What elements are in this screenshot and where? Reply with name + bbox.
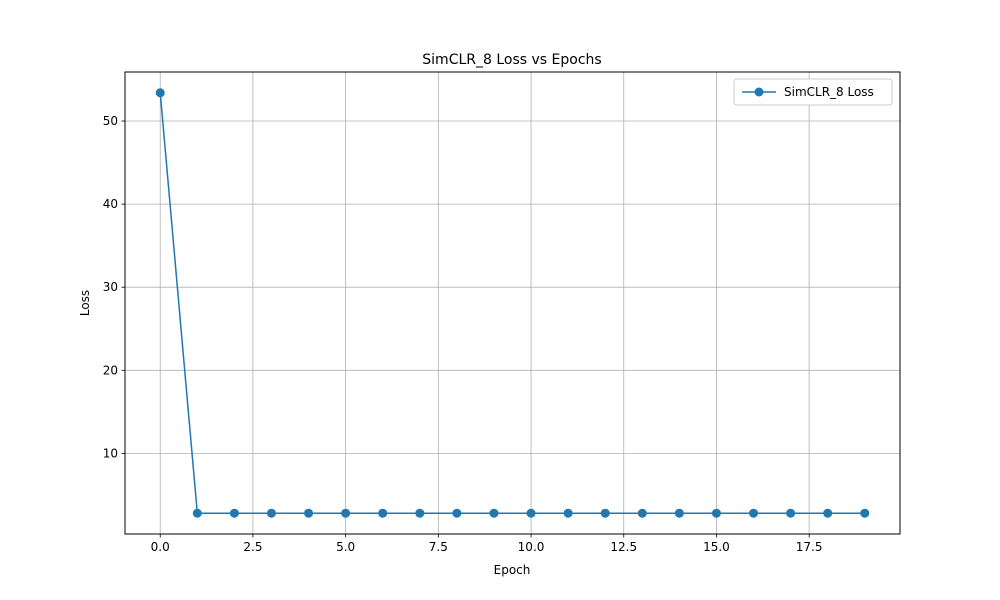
data-point bbox=[415, 508, 425, 518]
data-point bbox=[452, 508, 462, 518]
data-point bbox=[600, 508, 610, 518]
y-tick-label: 30 bbox=[103, 280, 118, 294]
x-axis: 0.0 2.5 5.0 7.5 10.0 12.5 15.0 17.5 bbox=[151, 534, 823, 554]
data-point bbox=[229, 508, 239, 518]
data-point bbox=[266, 508, 276, 518]
legend-box bbox=[733, 78, 893, 106]
legend: SimCLR_8 Loss bbox=[733, 78, 893, 106]
data-point bbox=[749, 508, 759, 518]
data-point bbox=[674, 508, 684, 518]
data-point bbox=[341, 508, 351, 518]
x-tick-label: 10.0 bbox=[518, 540, 545, 554]
x-tick-label: 15.0 bbox=[703, 540, 730, 554]
data-point bbox=[489, 508, 499, 518]
data-point bbox=[563, 508, 573, 518]
data-point bbox=[155, 88, 165, 98]
x-tick-label: 2.5 bbox=[243, 540, 262, 554]
y-axis: 10 20 30 40 50 bbox=[103, 114, 125, 460]
y-tick-label: 10 bbox=[103, 446, 118, 460]
series-line bbox=[159, 92, 865, 514]
data-point bbox=[304, 508, 314, 518]
series-layer bbox=[155, 88, 870, 518]
legend-label: SimCLR_8 Loss bbox=[784, 85, 874, 99]
chart-title: SimCLR_8 Loss vs Epochs bbox=[422, 52, 601, 68]
y-axis-title: Loss bbox=[78, 290, 92, 316]
data-point bbox=[823, 508, 833, 518]
plot-frame bbox=[124, 71, 901, 535]
x-tick-label: 5.0 bbox=[336, 540, 355, 554]
x-tick-label: 7.5 bbox=[429, 540, 448, 554]
x-axis-title: Epoch bbox=[494, 563, 531, 577]
y-tick-label: 50 bbox=[103, 114, 118, 128]
x-tick-label: 0.0 bbox=[151, 540, 170, 554]
x-tick-label: 12.5 bbox=[610, 540, 637, 554]
grid bbox=[125, 72, 900, 534]
data-point bbox=[711, 508, 721, 518]
data-point bbox=[786, 508, 796, 518]
data-point bbox=[526, 508, 536, 518]
legend-marker-swatch bbox=[754, 87, 764, 97]
data-point bbox=[192, 508, 202, 518]
data-point bbox=[637, 508, 647, 518]
data-point bbox=[378, 508, 388, 518]
y-tick-label: 40 bbox=[103, 197, 118, 211]
data-point bbox=[860, 508, 870, 518]
x-tick-label: 17.5 bbox=[796, 540, 823, 554]
y-tick-label: 20 bbox=[103, 363, 118, 377]
